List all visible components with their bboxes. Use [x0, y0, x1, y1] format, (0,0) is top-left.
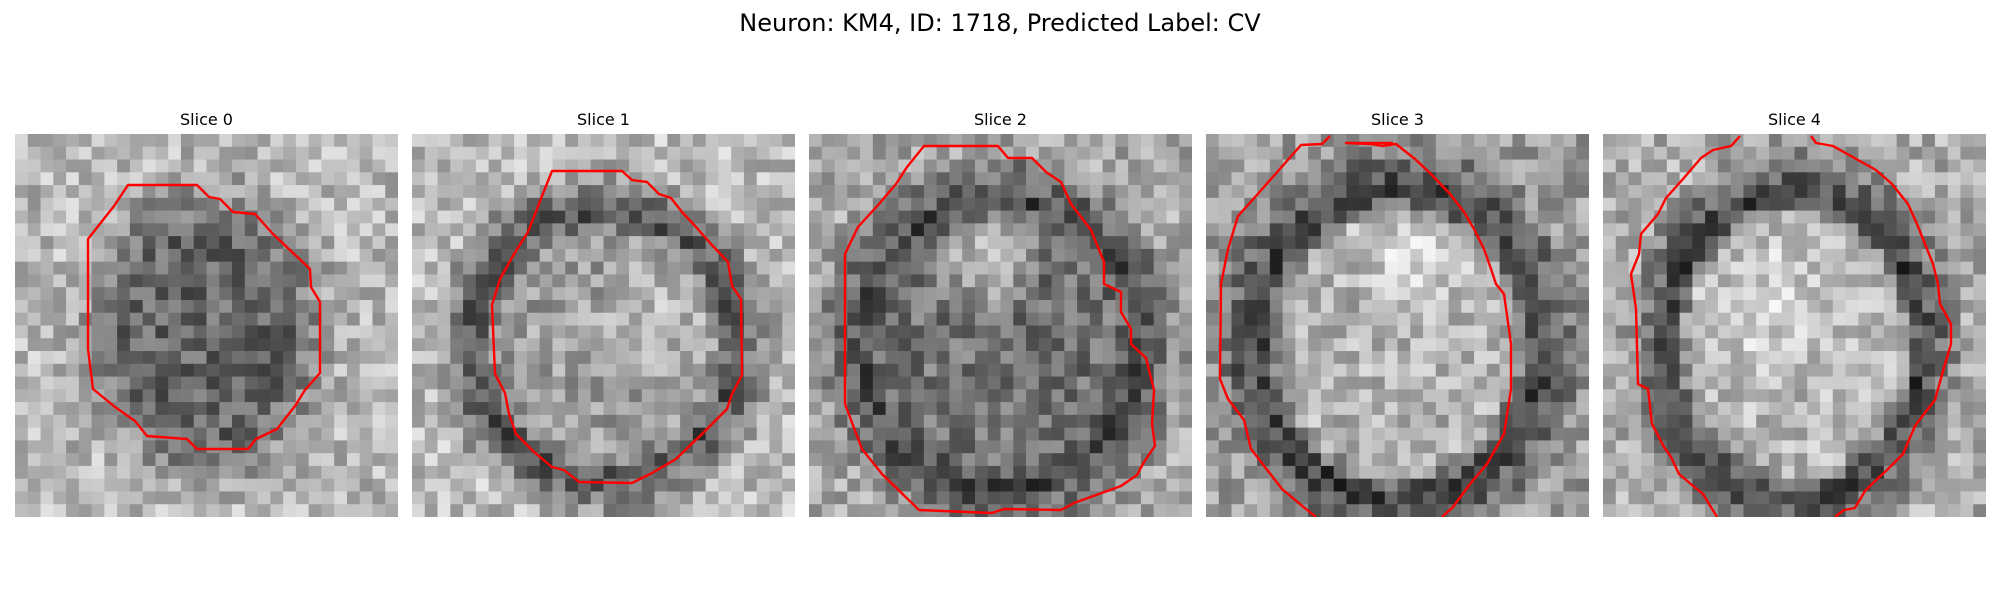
- slice-title-1: Slice 1: [577, 110, 630, 129]
- figure-title: Neuron: KM4, ID: 1718, Predicted Label: …: [739, 9, 1261, 37]
- slice-title-3: Slice 3: [1371, 110, 1424, 129]
- slice-image-3: [1206, 134, 1589, 517]
- slice-image-4: [1603, 134, 1986, 517]
- segmentation-contour-2: [843, 144, 1157, 515]
- microscopy-pixels-3: [1206, 134, 1589, 517]
- microscopy-pixels-2: [809, 134, 1192, 517]
- slice-title-0: Slice 0: [180, 110, 233, 129]
- slice-title-4: Slice 4: [1768, 110, 1821, 129]
- microscopy-pixels-4: [1603, 134, 1986, 517]
- segmentation-contour-4: [1629, 135, 1953, 517]
- slice-panel-3: Slice 3: [1206, 108, 1589, 517]
- slice-image-2: [809, 134, 1192, 517]
- segmentation-contour-0: [86, 183, 322, 451]
- slice-panel-4: Slice 4: [1603, 108, 1986, 517]
- segmentation-contour-1: [490, 169, 744, 485]
- slice-image-0: [15, 134, 398, 517]
- slice-image-1: [412, 134, 795, 517]
- microscopy-pixels-0: [15, 134, 398, 517]
- slice-panel-2: Slice 2: [809, 108, 1192, 517]
- slice-panel-0: Slice 0: [15, 108, 398, 517]
- slice-title-2: Slice 2: [974, 110, 1027, 129]
- slice-panel-1: Slice 1: [412, 108, 795, 517]
- segmentation-contour-3: [1218, 135, 1513, 517]
- microscopy-pixels-1: [412, 134, 795, 517]
